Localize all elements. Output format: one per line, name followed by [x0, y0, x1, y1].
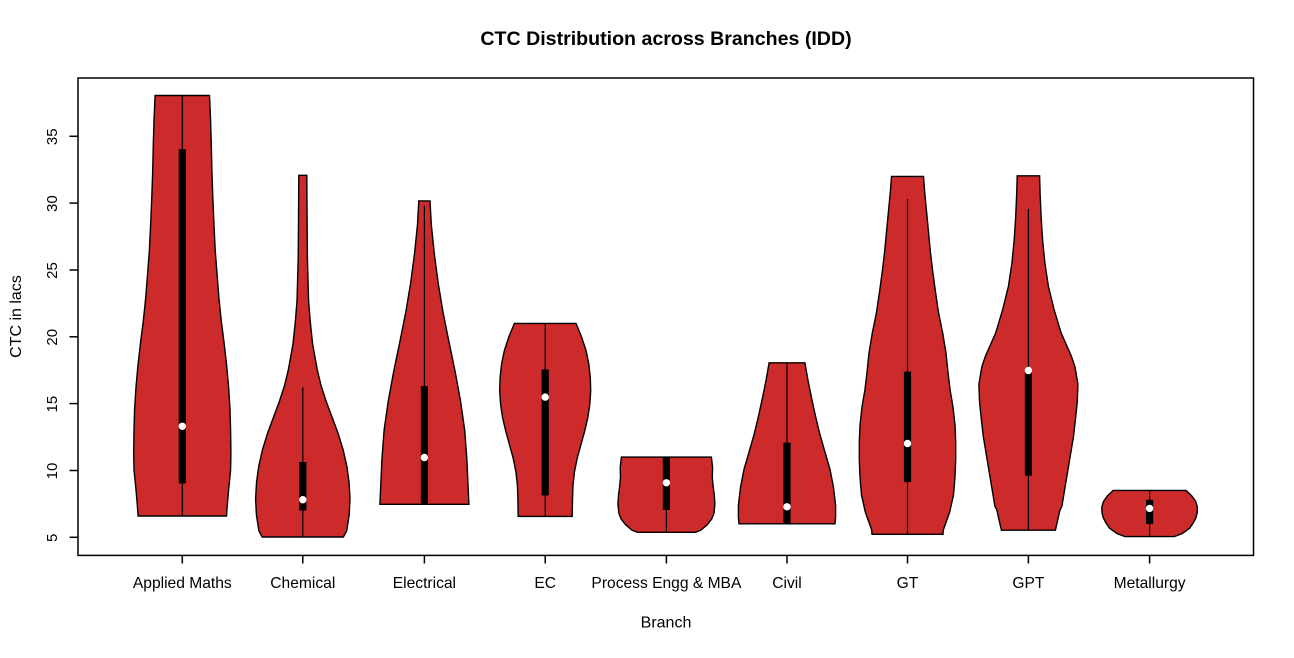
svg-text:35: 35	[44, 128, 61, 145]
svg-text:5: 5	[44, 534, 61, 542]
svg-text:Branch: Branch	[641, 615, 692, 632]
svg-text:Chemical: Chemical	[270, 575, 335, 592]
svg-text:30: 30	[44, 195, 61, 212]
svg-text:GT: GT	[897, 575, 919, 592]
svg-text:Electrical: Electrical	[393, 575, 456, 592]
svg-text:15: 15	[44, 396, 61, 413]
svg-text:GPT: GPT	[1012, 575, 1045, 592]
svg-text:CTC in lacs: CTC in lacs	[8, 275, 25, 358]
svg-text:25: 25	[44, 262, 61, 279]
svg-text:Applied Maths: Applied Maths	[133, 575, 232, 592]
svg-text:Metallurgy: Metallurgy	[1114, 575, 1186, 592]
svg-text:10: 10	[44, 463, 61, 480]
svg-text:Civil: Civil	[772, 575, 801, 592]
svg-text:Process Engg & MBA: Process Engg & MBA	[591, 575, 742, 592]
svg-text:CTC Distribution across Branch: CTC Distribution across Branches (IDD)	[480, 28, 851, 50]
svg-text:EC: EC	[534, 575, 556, 592]
svg-text:20: 20	[44, 329, 61, 346]
